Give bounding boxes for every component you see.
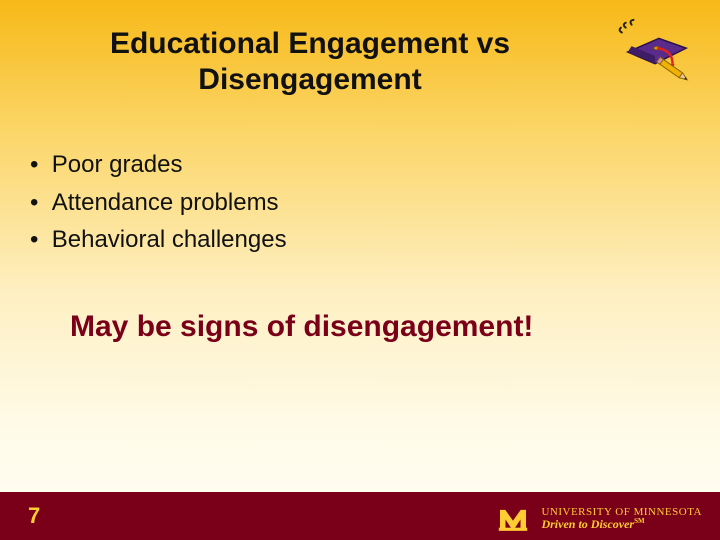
list-item: Poor grades [30, 148, 287, 182]
slide-title: Educational Engagement vs Disengagement [60, 26, 560, 98]
bullet-list: Poor grades Attendance problems Behavior… [30, 148, 287, 261]
list-item: Behavioral challenges [30, 223, 287, 257]
footer-bar: 7 UNIVERSITY OF MINNESOTA Driven to Disc… [0, 492, 720, 540]
slide: Educational Engagement vs Disengagement … [0, 0, 720, 540]
university-logo-text: UNIVERSITY OF MINNESOTA Driven to Discov… [541, 507, 702, 531]
logo-line-2: Driven to DiscoverSM [541, 518, 702, 531]
university-logo-block: UNIVERSITY OF MINNESOTA Driven to Discov… [497, 504, 702, 534]
umn-m-icon [497, 504, 529, 534]
callout-text: May be signs of disengagement! [70, 310, 533, 344]
title-line-1: Educational Engagement vs [110, 27, 510, 60]
page-number: 7 [28, 503, 40, 529]
title-line-2: Disengagement [198, 63, 421, 96]
graduation-cap-icon [616, 18, 694, 88]
list-item: Attendance problems [30, 186, 287, 220]
